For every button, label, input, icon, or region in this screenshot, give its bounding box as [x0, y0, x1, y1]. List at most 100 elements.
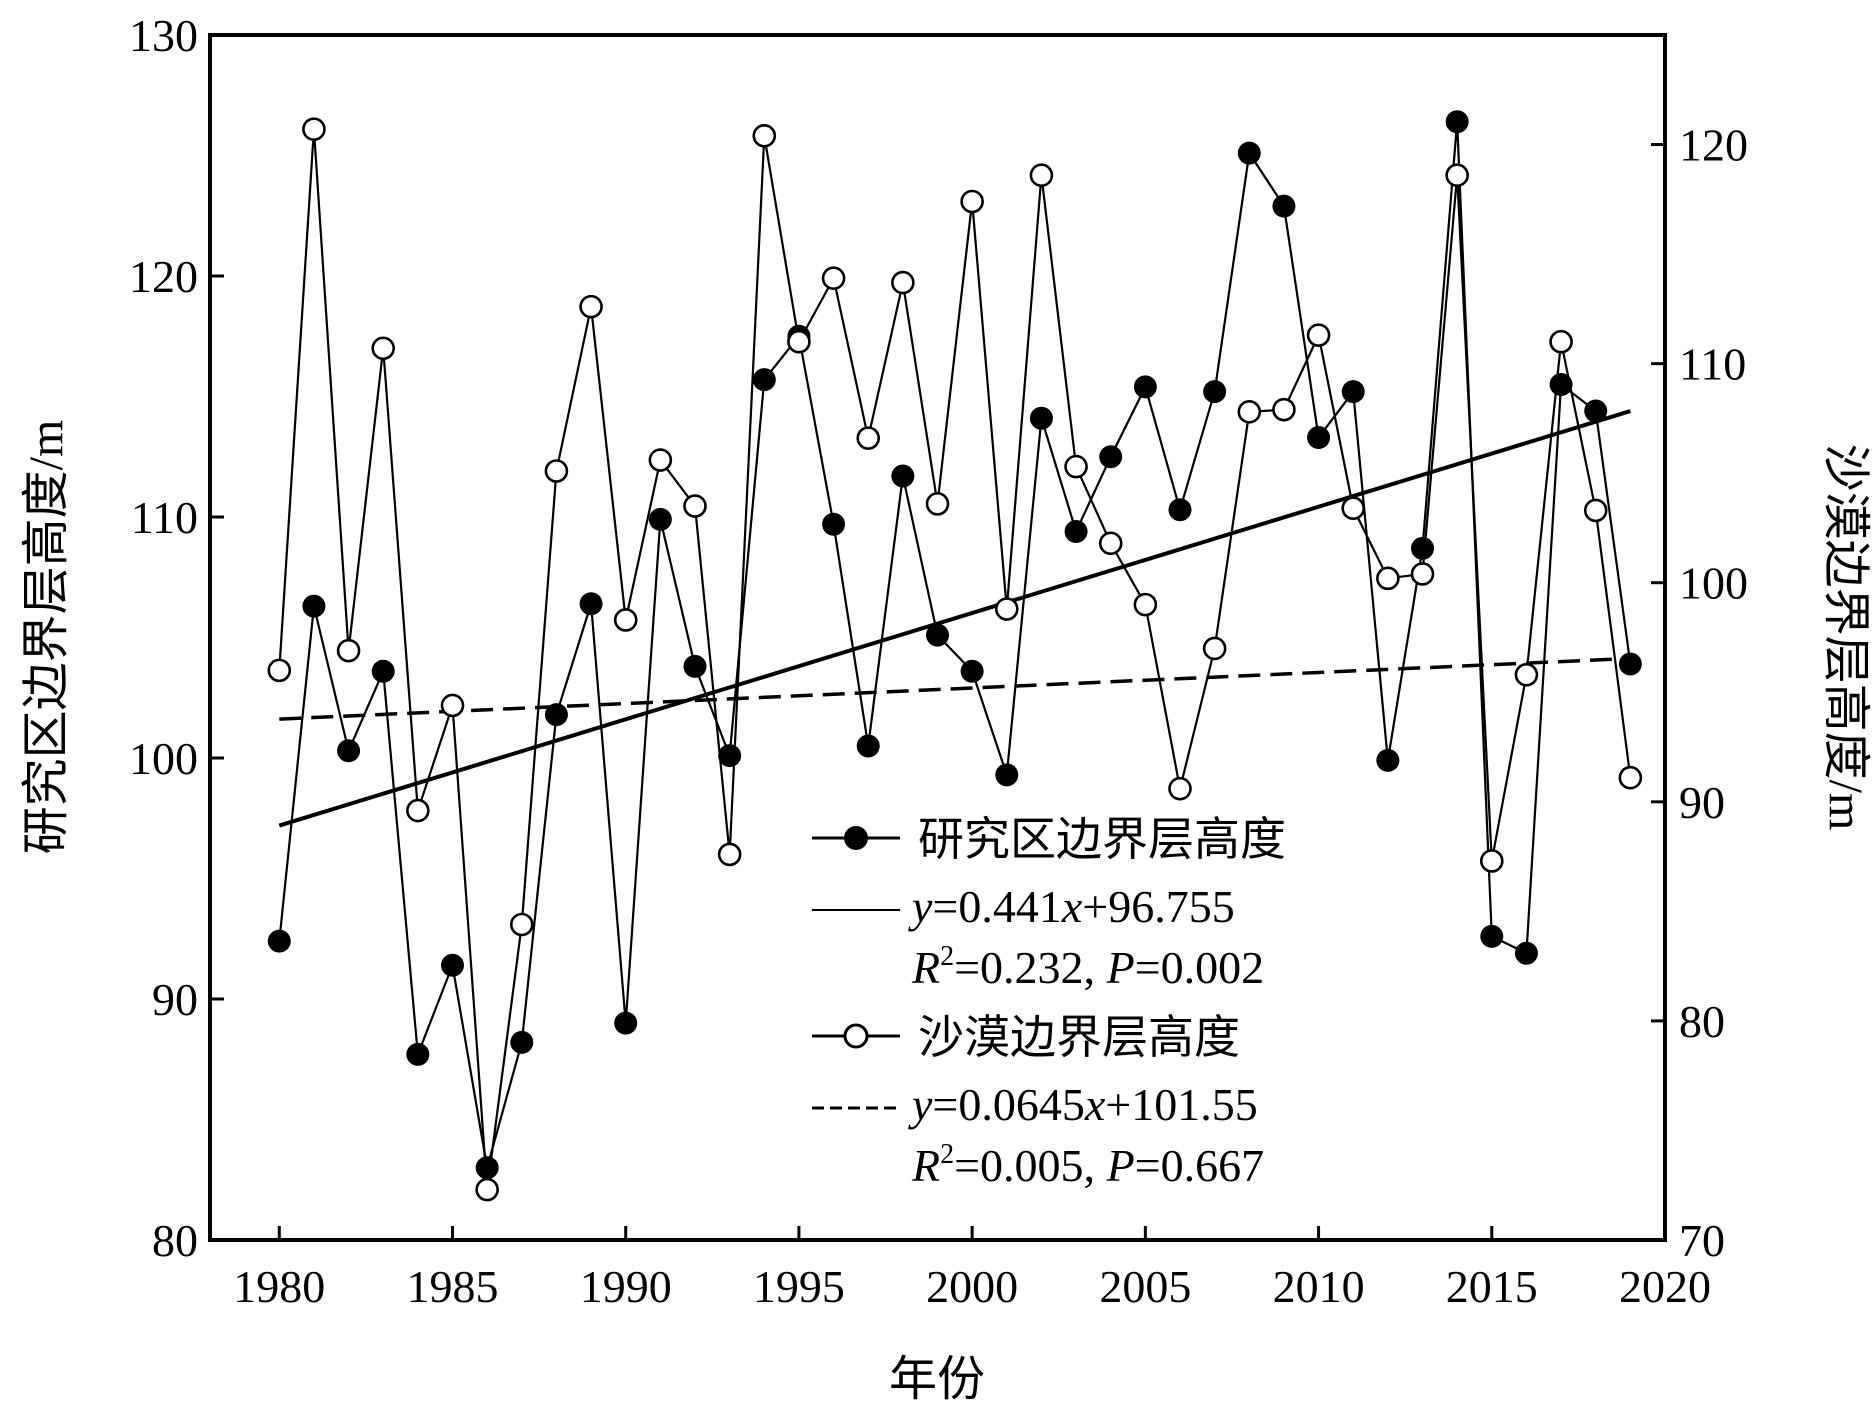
point-desert [717, 842, 742, 867]
legend-label-series1: 研究区边界层高度 [918, 814, 1286, 865]
point-desert [440, 693, 465, 718]
point-desert [1514, 662, 1539, 687]
point-desert [1168, 776, 1192, 801]
point-study-area [1133, 375, 1157, 399]
legend: 研究区边界层高度 y=0.441x+96.755 R2=0.232, P=0.0… [812, 814, 1286, 1191]
axes: 1980 1985 1990 1995 2000 2005 2010 2015 2020 80 90… [129, 10, 1748, 1312]
point-study-area [822, 512, 846, 536]
point-study-area [475, 1156, 499, 1180]
x-tick-label: 1980 [233, 1261, 325, 1312]
series-line-study-area [278, 121, 1632, 1168]
legend-stats2: R2=0.005, P=0.667 [911, 1139, 1264, 1191]
point-desert [475, 1177, 499, 1202]
point-study-area [1203, 380, 1227, 404]
point-desert [960, 189, 984, 214]
point-study-area [267, 929, 291, 953]
trend-line-study-area [278, 409, 1631, 828]
point-study-area [1480, 924, 1504, 948]
point-desert [994, 597, 1019, 621]
point-study-area [510, 1030, 534, 1054]
x-tick-label: 1985 [407, 1261, 499, 1312]
y-left-tick-label: 90 [152, 974, 198, 1025]
point-study-area [614, 1011, 638, 1035]
trend-line-desert [279, 656, 1631, 721]
point-desert [1549, 329, 1573, 354]
x-tick-label: 1995 [753, 1261, 845, 1312]
point-desert [1583, 498, 1608, 523]
y-left-tick-label: 120 [129, 251, 198, 302]
point-study-area [1272, 194, 1296, 218]
series-line-desert [278, 129, 1632, 1190]
point-study-area [1514, 941, 1538, 965]
point-desert [406, 798, 430, 823]
point-desert [925, 492, 950, 516]
point-desert [267, 658, 292, 683]
point-study-area [995, 763, 1019, 787]
point-study-area [960, 659, 984, 683]
point-study-area [856, 734, 880, 758]
point-desert [1306, 323, 1331, 347]
point-desert [856, 426, 881, 450]
point-desert [1479, 849, 1504, 873]
x-tick-label: 2020 [1619, 1261, 1711, 1312]
point-study-area [1549, 372, 1573, 396]
point-study-area [926, 623, 949, 647]
point-study-area [1064, 519, 1088, 543]
point-desert [787, 329, 811, 354]
y-left-tick-label: 100 [129, 733, 198, 784]
point-study-area [1584, 399, 1608, 423]
y-left-tick-label: 80 [152, 1215, 198, 1266]
x-tick-label: 2000 [926, 1261, 1018, 1312]
x-tick-label: 2010 [1273, 1261, 1365, 1312]
point-study-area [1237, 141, 1261, 165]
point-desert [579, 294, 603, 319]
x-tick-label: 2005 [1099, 1261, 1191, 1312]
point-desert [752, 123, 777, 148]
point-desert [1410, 562, 1435, 586]
point-desert [1133, 592, 1158, 617]
point-desert [1098, 531, 1123, 556]
point-study-area [371, 659, 395, 683]
point-desert [1029, 163, 1054, 188]
x-tick-label: 2015 [1446, 1261, 1538, 1312]
point-desert [371, 336, 396, 361]
point-desert [613, 608, 638, 632]
point-desert [1272, 397, 1296, 422]
point-desert [509, 912, 534, 937]
y-right-tick-label: 120 [1679, 120, 1748, 171]
trend-lines [278, 409, 1631, 828]
point-study-area [406, 1042, 430, 1066]
point-study-area [891, 464, 915, 488]
point-study-area [544, 703, 568, 727]
y-right-tick-label: 80 [1679, 996, 1725, 1047]
y-left-tick-label: 130 [129, 10, 198, 61]
point-desert [336, 638, 361, 663]
point-study-area [1618, 652, 1642, 676]
y-axis-left-title: 研究区边界层高度/m [20, 420, 73, 855]
point-study-area [718, 744, 742, 768]
point-study-area [1411, 536, 1434, 560]
point-desert [683, 494, 707, 518]
point-desert [302, 117, 326, 142]
point-desert [1202, 636, 1227, 661]
point-study-area [337, 739, 361, 763]
point-desert [1376, 566, 1400, 591]
point-desert [544, 459, 569, 483]
point-desert [648, 448, 673, 472]
point-study-area [302, 594, 326, 618]
point-desert [1341, 496, 1366, 521]
point-study-area [648, 507, 672, 531]
legend-marker-open [843, 1023, 869, 1049]
legend-label-series2: 沙漠边界层高度 [918, 1012, 1240, 1063]
legend-equation2: y=0.0645x+101.55 [908, 1079, 1258, 1130]
y-right-tick-label: 90 [1679, 777, 1725, 828]
x-tick-label: 1990 [580, 1261, 672, 1312]
point-desert [1445, 163, 1469, 188]
point-study-area [1445, 110, 1469, 134]
point-study-area [1099, 445, 1123, 469]
point-study-area [1341, 380, 1365, 404]
point-study-area [441, 953, 464, 977]
legend-marker-filled [844, 826, 868, 850]
y-right-tick-label: 100 [1679, 558, 1748, 609]
